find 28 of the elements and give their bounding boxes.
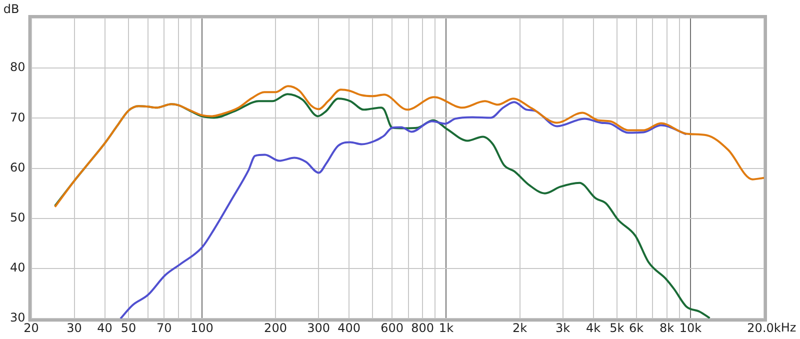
x-tick-label: 70 <box>156 320 172 335</box>
x-tick-label: 200 <box>264 320 287 335</box>
x-tick-label: 300 <box>307 320 330 335</box>
x-tick-label: 6k <box>628 320 644 335</box>
x-tick-label: 40 <box>97 320 112 335</box>
x-axis-title: Hz <box>780 320 796 335</box>
y-tick-label: 50 <box>10 210 26 225</box>
x-tick-label: 30 <box>66 320 82 335</box>
x-tick-label: 20.0k <box>747 320 781 335</box>
y-tick-label: 80 <box>10 60 26 74</box>
x-tick-label: 5k <box>610 320 624 335</box>
x-tick-label: 2k <box>512 320 528 335</box>
x-tick-label: 100 <box>190 320 214 335</box>
y-axis-title: dB <box>3 2 20 16</box>
x-tick-label: 20 <box>24 320 39 335</box>
x-tick-label: 50 <box>120 320 136 335</box>
x-tick-label: 1k <box>438 320 454 335</box>
y-tick-label: 70 <box>10 110 26 124</box>
x-tick-label: 10k <box>679 320 702 335</box>
x-tick-label: 8k <box>660 320 674 335</box>
x-tick-label: 4k <box>586 320 601 335</box>
x-tick-label: 800 <box>411 320 434 335</box>
y-tick-label: 30 <box>10 310 26 325</box>
x-tick-label: 400 <box>338 320 360 335</box>
y-tick-label: 60 <box>10 160 26 174</box>
x-tick-label: 600 <box>380 320 404 335</box>
y-tick-label: 40 <box>10 260 26 275</box>
x-tick-label: 3k <box>555 320 570 335</box>
